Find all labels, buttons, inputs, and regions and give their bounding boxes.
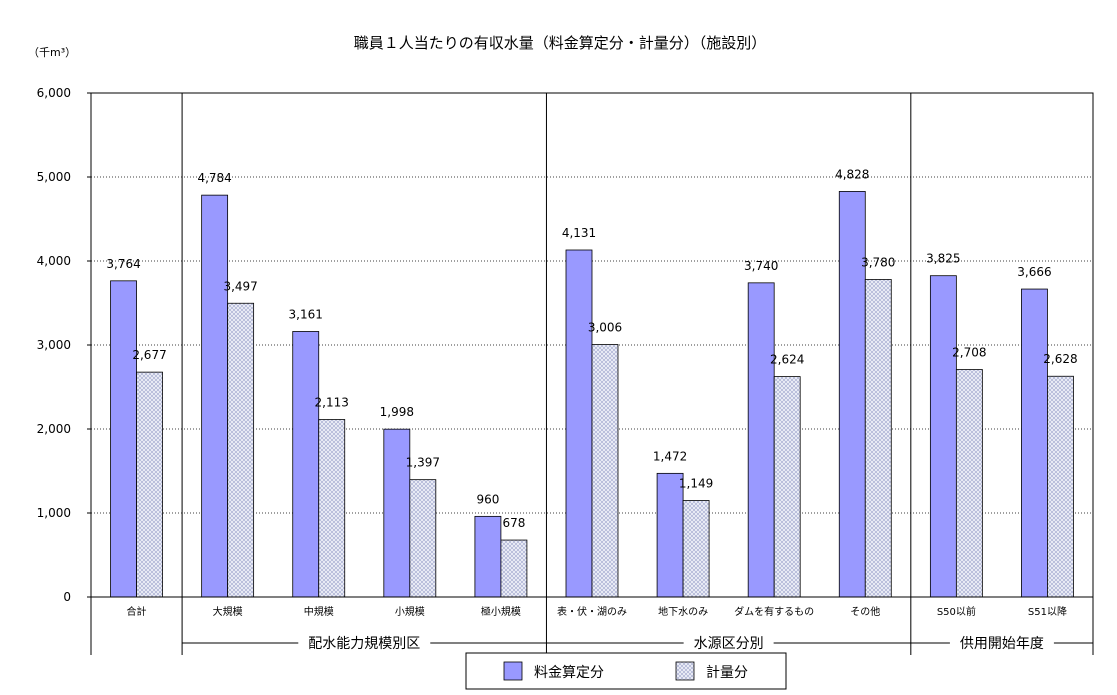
data-label-series-1: 3,666 (1017, 265, 1051, 279)
data-label-series-2: 1,397 (406, 456, 440, 470)
y-tick-label: 1,000 (37, 506, 71, 520)
bar-series-1 (383, 428, 411, 598)
bar-series-2 (1047, 375, 1074, 598)
bar-series-1 (1021, 288, 1048, 598)
data-label-series-1: 3,161 (289, 307, 323, 321)
bar-series-2 (591, 344, 619, 598)
data-label-series-2: 678 (502, 516, 525, 530)
legend-label-series-2: 計量分 (706, 665, 748, 681)
data-label-series-1: 960 (476, 492, 499, 506)
bar-series-2 (773, 376, 801, 598)
group-label: 供用開始年度 (960, 636, 1044, 652)
bar-series-1 (110, 280, 137, 598)
group-labels: 配水能力規模別区 水源区分別 供用開始年度 (182, 636, 1093, 652)
group-label: 配水能力規模別区 (308, 636, 420, 652)
y-tick-label: 4,000 (37, 254, 71, 268)
data-label-series-1: 1,998 (380, 405, 414, 419)
x-tick-label: 地下水のみ (658, 605, 708, 618)
x-tick-label: S51以降 (1028, 605, 1067, 618)
bar-series-2 (864, 279, 892, 598)
bar-series-2 (227, 302, 255, 598)
legend-label-series-1: 料金算定分 (534, 665, 604, 681)
bar-series-1 (201, 194, 229, 598)
data-label-series-2: 1,149 (679, 476, 713, 490)
y-tick-label: 0 (63, 590, 71, 604)
y-tick-label: 6,000 (37, 86, 71, 100)
x-tick-label: 中規模 (304, 605, 334, 618)
bar-series-1 (292, 331, 320, 598)
x-tick-label: 合計 (127, 605, 147, 618)
data-label-series-1: 3,825 (926, 252, 960, 266)
bar-series-1 (656, 472, 684, 598)
plot-frame (90, 92, 1094, 598)
bar-series-2 (318, 419, 346, 598)
bar-series-2 (136, 371, 163, 598)
x-tick-label: S50以前 (937, 605, 976, 618)
data-label-series-2: 2,624 (770, 353, 804, 367)
chart-title: 職員１人当たりの有収水量（料金算定分・計量分）（施設別） (354, 34, 767, 52)
bar-series-2 (500, 539, 528, 598)
data-label-series-2: 2,628 (1043, 352, 1077, 366)
group-separators (90, 93, 1094, 655)
y-tick-label: 5,000 (37, 170, 71, 184)
bar-series-1 (474, 515, 502, 598)
legend-swatch-series-2 (675, 661, 695, 681)
data-label-series-1: 4,828 (835, 167, 869, 181)
x-tick-label: 大規模 (213, 605, 243, 618)
bar-series-2 (682, 500, 710, 598)
legend: 料金算定分 計量分 (465, 652, 787, 690)
bar-series-2 (409, 479, 437, 598)
data-label-series-2: 3,780 (861, 255, 895, 269)
group-label: 水源区分別 (694, 636, 764, 652)
x-axis-labels: 合計 大規模 中規模 小規模 極小規模 表・伏・湖のみ 地下水のみ ダムを有するもの その他 S5… (127, 605, 1067, 618)
data-label-series-1: 1,472 (653, 449, 687, 463)
bar-series-2 (955, 369, 983, 598)
x-tick-label: その他 (850, 605, 880, 618)
data-label-series-2: 2,708 (952, 346, 986, 360)
x-tick-label: ダムを有するもの (734, 605, 814, 618)
y-axis: 0 1,000 2,000 3,000 4,000 5,000 6,000 (37, 86, 91, 604)
y-unit-label: （千m³） (28, 46, 76, 59)
data-label-series-2: 3,497 (223, 279, 257, 293)
bars: 3,764 2,677 4,784 3,497 3,161 2,113 1,998 1,397… (106, 167, 1078, 598)
data-label-series-1: 4,784 (197, 171, 231, 185)
y-tick-label: 3,000 (37, 338, 71, 352)
bar-series-1 (929, 275, 957, 598)
x-tick-label: 表・伏・湖のみ (557, 605, 627, 618)
data-label-series-1: 4,131 (562, 226, 596, 240)
x-tick-label: 極小規模 (481, 605, 521, 618)
x-tick-label: 小規模 (395, 606, 425, 618)
bar-series-1 (747, 282, 775, 598)
data-label-series-1: 3,740 (744, 259, 778, 273)
data-label-series-1: 3,764 (106, 257, 140, 271)
legend-swatch-series-1 (503, 661, 523, 681)
bar-series-1 (565, 249, 593, 598)
bar-series-1 (838, 191, 866, 598)
y-tick-label: 2,000 (37, 422, 71, 436)
data-label-series-2: 3,006 (588, 320, 622, 334)
data-label-series-2: 2,677 (132, 348, 166, 362)
data-label-series-2: 2,113 (315, 396, 349, 410)
